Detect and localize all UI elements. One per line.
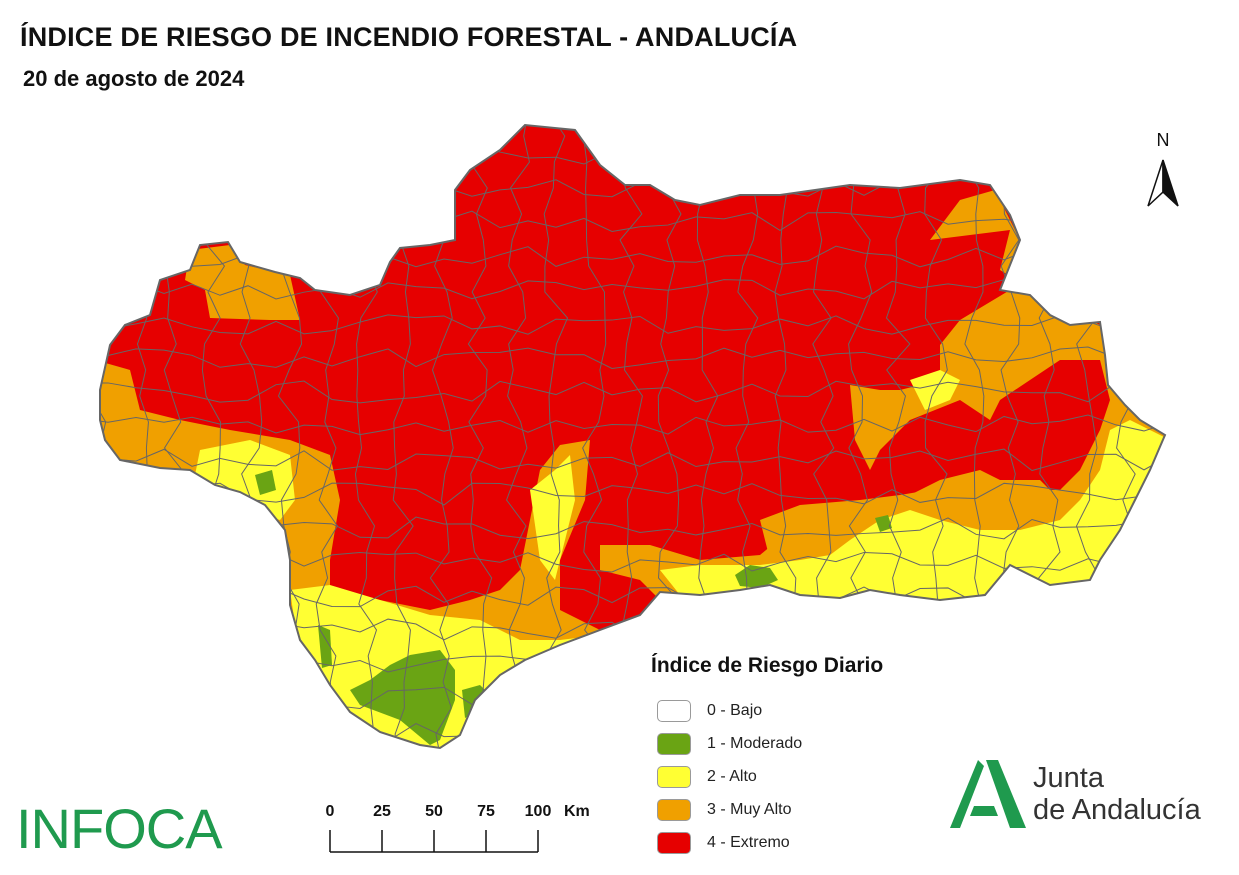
legend-label: 3 - Muy Alto (707, 800, 792, 818)
legend-item: 4 - Extremo (657, 826, 951, 859)
scale-tick-label: 25 (373, 803, 391, 820)
scale-tick-label: 100 (524, 803, 552, 820)
alto-zone-huelva-coast (195, 440, 295, 520)
legend-swatch (657, 798, 691, 821)
municipal-border-line (543, 125, 569, 748)
junta-andalucia-logo: Junta de Andalucía (948, 756, 1228, 836)
municipal-border-line (100, 125, 1165, 132)
legend-item: 3 - Muy Alto (657, 793, 951, 826)
municipal-border-line (467, 125, 493, 748)
infoca-logo: INFOCA (16, 797, 223, 860)
moderado-zone-gibraltar (318, 625, 332, 668)
junta-line2: de Andalucía (1033, 794, 1201, 826)
legend-swatch (657, 732, 691, 755)
north-arrow-icon (1147, 159, 1179, 207)
moderado-zone-huelva (255, 470, 276, 495)
legend-item: 0 - Bajo (657, 694, 951, 727)
legend-label: 4 - Extremo (707, 833, 790, 851)
alto-zone-sevilla-corridor (530, 455, 575, 580)
moderado-zone-granada (875, 515, 892, 532)
legend-swatch (657, 831, 691, 854)
muy-alto-zone-huelva-north (185, 245, 300, 320)
municipal-border-line (100, 143, 1165, 165)
scale-bar: 0 25 50 75 100 Km (320, 800, 620, 860)
moderado-zone-cadiz (350, 650, 455, 745)
legend-swatch (657, 765, 691, 788)
municipal-border-line (100, 653, 1165, 675)
municipal-border-line (100, 314, 1165, 335)
legend-label: 0 - Bajo (707, 701, 763, 719)
north-arrow: N (1140, 130, 1186, 210)
legend-item: 2 - Alto (657, 760, 951, 793)
scale-tick-label: 50 (425, 803, 443, 820)
municipal-border-line (505, 125, 530, 748)
map-title: ÍNDICE DE RIESGO DE INCENDIO FORESTAL - … (20, 22, 798, 52)
legend-swatch (657, 699, 691, 722)
municipal-border-line (100, 346, 1165, 370)
scale-unit: Km (564, 803, 590, 820)
legend-item: 1 - Moderado (657, 727, 951, 760)
municipal-border-line (100, 380, 1165, 404)
map-date: 20 de agosto de 2024 (23, 66, 245, 91)
municipal-border-line (100, 720, 1165, 744)
scale-tick-label: 0 (325, 803, 335, 820)
alto-zone-east-coast (660, 420, 1165, 600)
scale-tick-label: 75 (477, 803, 495, 820)
legend-title: Índice de Riesgo Diario (651, 654, 884, 677)
municipal-border-line (100, 414, 1165, 436)
junta-line1: Junta (1033, 762, 1104, 794)
junta-a-icon (950, 760, 1026, 828)
municipal-border-line (100, 448, 1165, 472)
scale-bar-lines (329, 830, 539, 853)
municipal-border-line (100, 686, 1165, 709)
junta-text: Junta de Andalucía (1033, 762, 1201, 826)
legend-label: 2 - Alto (707, 767, 757, 785)
legend: Índice de Riesgo Diario 0 - Bajo 1 - Mode… (651, 654, 951, 859)
municipal-border-line (100, 618, 1165, 641)
municipal-border-line (100, 279, 1165, 300)
legend-label: 1 - Moderado (707, 734, 803, 752)
north-label: N (1156, 130, 1170, 150)
